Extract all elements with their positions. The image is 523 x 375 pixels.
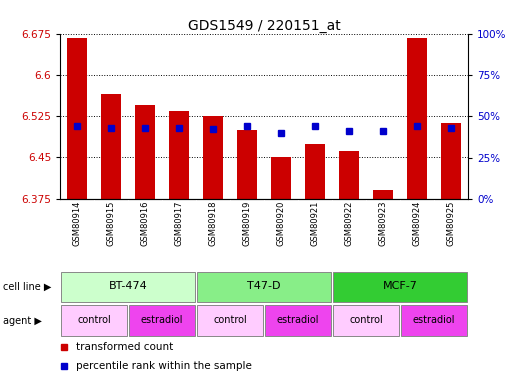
Text: cell line ▶: cell line ▶ bbox=[3, 282, 51, 292]
Text: estradiol: estradiol bbox=[277, 315, 320, 325]
Bar bbox=[169, 111, 189, 199]
Bar bbox=[101, 94, 121, 199]
Bar bbox=[265, 305, 332, 336]
Bar bbox=[401, 305, 468, 336]
Bar bbox=[197, 272, 332, 302]
Bar bbox=[237, 130, 257, 199]
Bar bbox=[407, 38, 427, 199]
Text: estradiol: estradiol bbox=[141, 315, 184, 325]
Text: MCF-7: MCF-7 bbox=[383, 281, 417, 291]
Text: GSM80916: GSM80916 bbox=[141, 201, 150, 246]
Text: GSM80918: GSM80918 bbox=[209, 201, 218, 246]
Text: T47-D: T47-D bbox=[247, 281, 281, 291]
Text: control: control bbox=[349, 315, 383, 325]
Title: GDS1549 / 220151_at: GDS1549 / 220151_at bbox=[188, 19, 340, 33]
Text: GSM80921: GSM80921 bbox=[311, 201, 320, 246]
Bar bbox=[203, 116, 223, 199]
Text: BT-474: BT-474 bbox=[109, 281, 147, 291]
Text: GSM80920: GSM80920 bbox=[277, 201, 286, 246]
Bar bbox=[129, 305, 196, 336]
Text: control: control bbox=[77, 315, 111, 325]
Text: percentile rank within the sample: percentile rank within the sample bbox=[76, 361, 252, 370]
Text: GSM80924: GSM80924 bbox=[413, 201, 422, 246]
Text: GSM80923: GSM80923 bbox=[379, 201, 388, 246]
Bar bbox=[61, 272, 196, 302]
Bar bbox=[271, 158, 291, 199]
Bar bbox=[197, 305, 264, 336]
Text: GSM80915: GSM80915 bbox=[107, 201, 116, 246]
Bar bbox=[373, 190, 393, 199]
Bar bbox=[305, 144, 325, 199]
Text: GSM80919: GSM80919 bbox=[243, 201, 252, 246]
Text: GSM80917: GSM80917 bbox=[175, 201, 184, 246]
Text: GSM80922: GSM80922 bbox=[345, 201, 354, 246]
Text: estradiol: estradiol bbox=[413, 315, 456, 325]
Bar bbox=[333, 272, 468, 302]
Bar bbox=[135, 105, 155, 199]
Text: control: control bbox=[213, 315, 247, 325]
Bar bbox=[61, 305, 128, 336]
Text: GSM80914: GSM80914 bbox=[73, 201, 82, 246]
Text: GSM80925: GSM80925 bbox=[447, 201, 456, 246]
Bar bbox=[333, 305, 400, 336]
Bar bbox=[441, 123, 461, 199]
Text: agent ▶: agent ▶ bbox=[3, 316, 41, 326]
Bar bbox=[339, 151, 359, 199]
Text: transformed count: transformed count bbox=[76, 342, 174, 352]
Bar bbox=[67, 38, 87, 199]
